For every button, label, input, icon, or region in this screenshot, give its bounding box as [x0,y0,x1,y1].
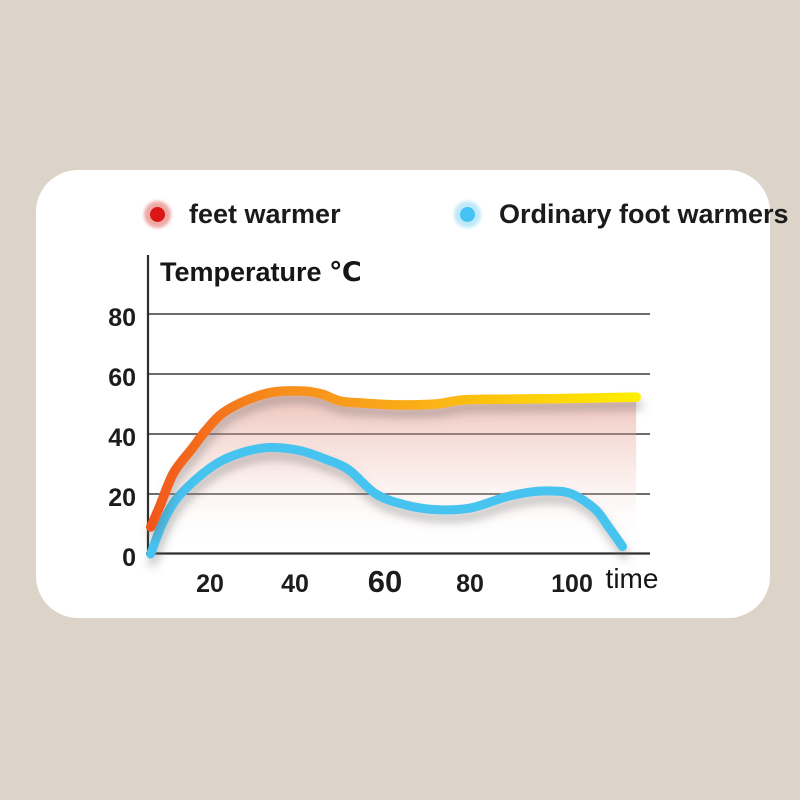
legend-item-feet-warmer: feet warmer [150,198,341,230]
feet-warmer-area [150,390,637,554]
y-tick-label: 0 [122,544,136,572]
legend-label-feet-warmer: feet warmer [189,198,341,229]
y-tick-label: 80 [108,304,136,332]
x-tick-label: 60 [368,564,402,599]
y-axis-title: Temperature ℃ [160,257,362,287]
x-tick-label: 20 [196,570,224,598]
feet-warmer-line [145,386,641,532]
legend-label-ordinary-foot-warmers: Ordinary foot warmers [499,198,789,229]
legend-item-ordinary-foot-warmers: Ordinary foot warmers [460,198,789,230]
ordinary-foot-warmers-line [146,442,627,559]
x-axis-title: time [606,563,659,594]
temperature-line-chart: 0 20 40 60 80 20 40 60 80 100 Temperature ℃ time [108,255,659,599]
ordinary-foot-warmers-dot-icon [460,206,475,222]
x-tick-label: 80 [456,570,484,598]
x-tick-label: 40 [281,570,309,598]
chart-card: feet warmer Ordinary foot warmers 0 20 40 6… [36,170,789,618]
x-tick-label: 100 [551,570,593,598]
y-tick-label: 60 [108,364,136,392]
y-tick-label: 20 [108,484,136,512]
y-tick-label: 40 [108,424,136,452]
feet-warmer-dot-icon [150,206,165,222]
